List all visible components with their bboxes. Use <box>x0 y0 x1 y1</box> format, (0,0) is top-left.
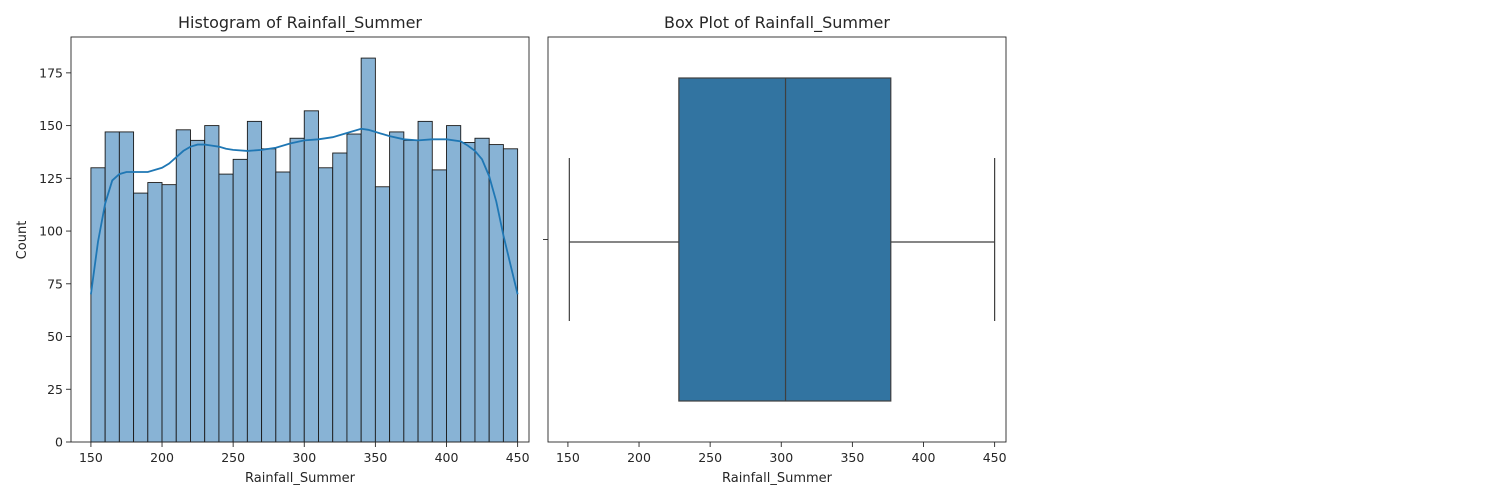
histogram-plot-frame <box>70 36 530 443</box>
histogram-bar <box>90 167 106 443</box>
histogram-bar <box>318 167 334 443</box>
histogram-y-ticks: 0 25 50 75 100 125 150 175 <box>39 65 71 450</box>
histogram-bar <box>232 158 248 443</box>
x-tick-label: 300 <box>292 450 316 465</box>
histogram-bar <box>374 186 391 443</box>
x-tick-label: 400 <box>435 450 459 465</box>
y-tick-label: 0 <box>55 435 63 450</box>
boxplot-x-ticks: 150 200 250 300 350 400 450 <box>556 442 1007 465</box>
y-tick-label: 100 <box>39 224 63 239</box>
histogram-bar <box>218 173 234 443</box>
x-tick-label: 450 <box>506 450 530 465</box>
histogram-bar <box>446 125 462 443</box>
kde-line <box>90 127 519 295</box>
boxplot-shapes <box>568 77 996 402</box>
histogram-title: Histogram of Rainfall_Summer <box>178 13 422 33</box>
y-tick-label: 25 <box>47 382 63 397</box>
histogram-bar <box>403 139 419 443</box>
iqr-box <box>678 77 892 402</box>
histogram-bar <box>303 110 319 443</box>
histogram-bar <box>360 57 376 443</box>
y-tick-label: 50 <box>47 329 63 344</box>
histogram-bar <box>261 148 277 443</box>
boxplot-panel: Box Plot of Rainfall_Summer 150 200 250 300… <box>543 13 1007 486</box>
x-tick-label: 300 <box>769 450 793 465</box>
histogram-bar <box>346 133 362 443</box>
y-tick-label: 175 <box>39 65 63 80</box>
x-tick-label: 200 <box>150 450 174 465</box>
boxplot-title: Box Plot of Rainfall_Summer <box>664 13 890 33</box>
histogram-bars <box>90 57 519 443</box>
histogram-bar <box>275 171 291 443</box>
histogram-bar <box>502 148 519 443</box>
x-tick-label: 250 <box>698 450 722 465</box>
histogram-bar <box>389 131 405 443</box>
histogram-bar <box>332 152 348 443</box>
boxplot-x-label: Rainfall_Summer <box>722 471 833 486</box>
histogram-x-ticks: 150 200 250 300 350 400 450 <box>79 442 530 465</box>
x-tick-label: 150 <box>79 450 103 465</box>
x-tick-label: 350 <box>363 450 387 465</box>
histogram-panel: Histogram of Rainfall_Summer 150 200 250 30… <box>15 13 530 486</box>
y-tick-label: 150 <box>39 118 63 133</box>
x-tick-label: 250 <box>221 450 245 465</box>
x-tick-label: 400 <box>912 450 936 465</box>
histogram-bar <box>289 137 305 443</box>
histogram-y-label: Count <box>15 221 30 260</box>
histogram-bar <box>118 131 135 443</box>
histogram-bar <box>204 125 220 443</box>
histogram-bar <box>161 184 177 443</box>
histogram-bar <box>431 169 447 443</box>
histogram-bar <box>175 129 191 443</box>
y-tick-label: 75 <box>47 276 63 291</box>
x-tick-label: 450 <box>983 450 1007 465</box>
x-tick-label: 150 <box>556 450 580 465</box>
histogram-bar <box>474 137 490 443</box>
histogram-bar <box>190 139 206 443</box>
histogram-bar <box>133 192 149 443</box>
histogram-bar <box>147 182 163 443</box>
histogram-bar <box>104 131 120 443</box>
histogram-bar <box>488 144 504 443</box>
histogram-bar <box>460 142 476 443</box>
histogram-bar <box>246 120 263 443</box>
x-tick-label: 350 <box>840 450 864 465</box>
x-tick-label: 200 <box>627 450 651 465</box>
histogram-x-label: Rainfall_Summer <box>245 471 356 486</box>
histogram-bar <box>417 120 433 443</box>
y-tick-label: 125 <box>39 171 63 186</box>
